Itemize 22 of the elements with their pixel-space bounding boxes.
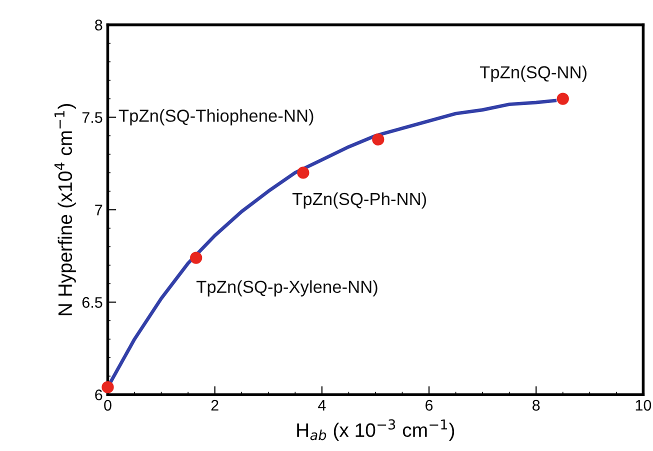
- annotation: TpZn(SQ-NN): [480, 66, 586, 82]
- x-tick-label: 8: [532, 400, 540, 411]
- y-axis-title: N Hyperfine (x10$^{4}$ cm$^{−1}$): [54, 104, 76, 316]
- point: [556, 92, 569, 105]
- x-tick-label: 4: [318, 400, 326, 411]
- y-tick-label: 8: [95, 20, 102, 30]
- point: [297, 166, 310, 179]
- x-tick-label: 0: [104, 400, 112, 411]
- x-tick-label: 6: [426, 400, 433, 411]
- point: [102, 381, 114, 394]
- y-tick-label: 6: [95, 389, 102, 400]
- point: [372, 133, 384, 146]
- y-tick-label: 7: [95, 204, 102, 216]
- y-tick-label: 7.5: [82, 112, 102, 123]
- x-axis-title: H$_{ab}$ (x 10$^{−3}$ cm$^{−1}$): [297, 419, 454, 441]
- point: [190, 252, 202, 264]
- annotation: TpZn(SQ-Thiophene-NN): [118, 109, 314, 126]
- x-tick-label: 2: [211, 400, 218, 411]
- y-tick-label: 6.5: [82, 297, 102, 308]
- annotation: TpZn(SQ-p-Xylene-NN): [196, 280, 378, 296]
- x-tick-label: 10: [636, 400, 652, 411]
- annotation: TpZn(SQ-Ph-NN): [292, 192, 426, 209]
